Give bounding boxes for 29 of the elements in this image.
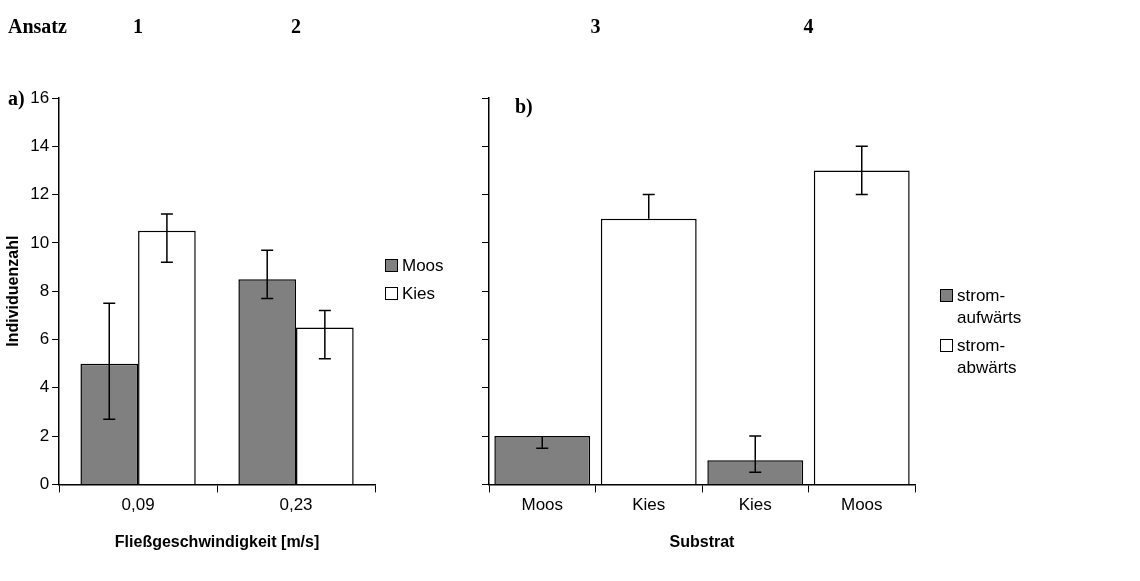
- x-tick-label: Moos: [840, 495, 883, 515]
- y-tick-label: 0: [39, 474, 50, 494]
- x-axis-title: Substrat: [669, 532, 736, 550]
- x-tick-label: Kies: [738, 495, 772, 515]
- legend-label: strom-aufwärts: [957, 285, 1023, 329]
- text: a): [8, 87, 25, 111]
- text: 1: [133, 15, 144, 38]
- y-tick-label: 12: [30, 184, 50, 204]
- text: Ansatz: [8, 15, 68, 38]
- y-tick-label: 6: [39, 329, 50, 349]
- text: Kies: [402, 283, 437, 305]
- legend-label: Moos: [402, 255, 445, 277]
- text: 4: [803, 15, 814, 38]
- x-tick-label: Kies: [632, 495, 666, 515]
- y-axis-title: Individuenzahl: [4, 235, 22, 347]
- x-tick-label: 0,09: [121, 495, 155, 515]
- y-tick-label: 4: [39, 377, 50, 397]
- x-tick-label: 0,23: [279, 495, 313, 515]
- text: 3: [590, 15, 601, 38]
- text: strom-abwärts: [957, 335, 1018, 379]
- x-axis-title: Fließgeschwindigkeit [m/s]: [114, 532, 320, 550]
- y-tick-label: 2: [39, 425, 50, 445]
- y-tick-label: 8: [39, 280, 50, 300]
- x-tick-label: Moos: [521, 495, 564, 515]
- text: 2: [291, 15, 302, 38]
- y-tick-label: 16: [30, 87, 50, 107]
- y-tick-label: 14: [30, 135, 50, 155]
- annotation: b): [515, 95, 533, 119]
- y-tick-label: 10: [30, 232, 50, 252]
